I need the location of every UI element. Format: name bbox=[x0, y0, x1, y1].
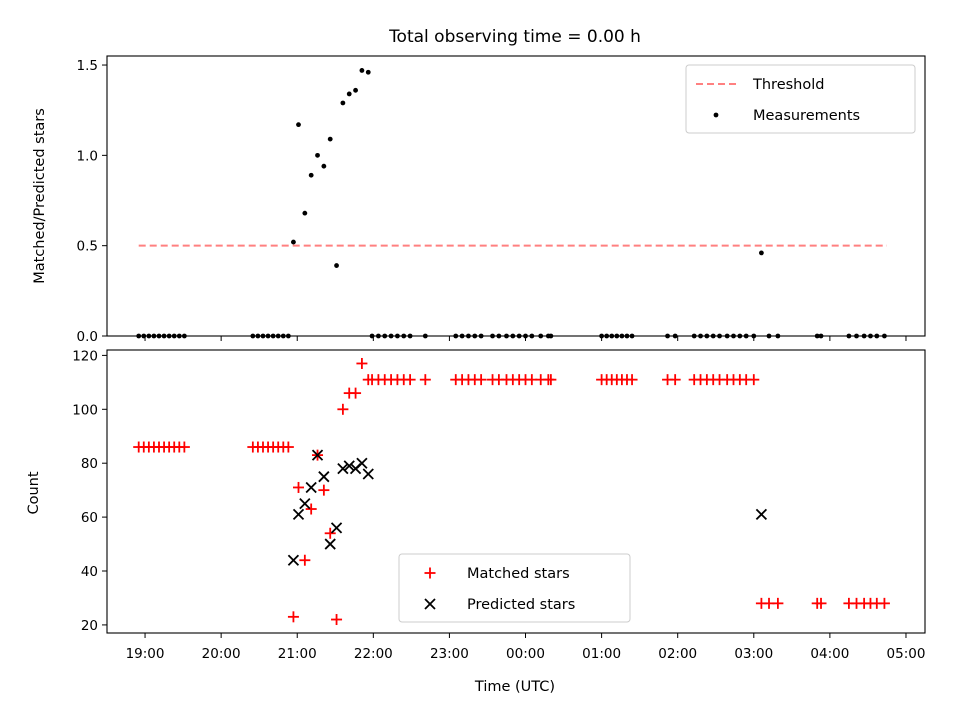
matched-star-point bbox=[331, 614, 343, 626]
count-x-tick-label: 05:00 bbox=[887, 646, 926, 662]
matched-star-point bbox=[324, 527, 336, 539]
count-x-tick-label: 03:00 bbox=[734, 646, 773, 662]
ratio-legend-box bbox=[685, 64, 916, 134]
matched-star-point bbox=[669, 374, 681, 386]
count-x-tick-label: 20:00 bbox=[202, 646, 241, 662]
measurement-point bbox=[315, 152, 320, 158]
predicted-star-point bbox=[318, 471, 330, 483]
count-y-tick-label: 80 bbox=[81, 456, 98, 472]
count-x-tick-label: 01:00 bbox=[582, 646, 621, 662]
ratio-legend: Threshold Measurements bbox=[685, 64, 916, 134]
legend-matched-label: Matched stars bbox=[467, 566, 570, 582]
ratio-y-tick-label: 1.0 bbox=[77, 148, 98, 164]
count-y-tick-label: 20 bbox=[81, 618, 98, 634]
predicted-star-point bbox=[292, 508, 305, 521]
ratio-y-tick-label: 1.5 bbox=[77, 58, 98, 74]
legend-measurements-label: Measurements bbox=[753, 108, 860, 124]
legend-threshold-label: Threshold bbox=[752, 77, 824, 93]
measurement-point bbox=[308, 172, 314, 178]
ratio-y-ticks: 0.0 0.5 1.0 1.5 bbox=[77, 58, 107, 345]
legend-predicted-label: Predicted stars bbox=[467, 597, 575, 613]
ratio-y-tick-label: 0.5 bbox=[77, 239, 98, 255]
measurement-point bbox=[327, 136, 333, 142]
count-x-tick-label: 21:00 bbox=[278, 646, 317, 662]
measurement-point bbox=[353, 87, 358, 93]
count-marks bbox=[133, 357, 890, 626]
predicted-star-point bbox=[299, 497, 311, 510]
predicted-star-point bbox=[356, 457, 368, 469]
measurement-point bbox=[346, 91, 352, 97]
ratio-axes-frame bbox=[106, 55, 926, 337]
predicted-star-point bbox=[311, 449, 324, 461]
legend-measurements-swatch bbox=[713, 112, 719, 118]
count-y-axis-label: Count bbox=[26, 471, 42, 514]
measurement-point bbox=[340, 100, 346, 106]
measurement-point bbox=[365, 69, 371, 75]
legend-predicted-swatch bbox=[424, 598, 436, 610]
matched-star-point bbox=[545, 374, 557, 386]
legend-matched-swatch bbox=[424, 567, 436, 579]
measurement-point bbox=[296, 122, 301, 128]
count-panel: 20 40 60 80 100 120 19:00 20:00 21:00 22:00 23:00… bbox=[26, 348, 926, 695]
measurement-point bbox=[302, 210, 308, 216]
count-x-ticks: 19:00 20:00 21:00 22:00 23:00 00:00 01:00 02:00… bbox=[126, 633, 926, 662]
count-legend-box bbox=[398, 553, 631, 623]
ratio-y-tick-label: 0.0 bbox=[77, 329, 98, 345]
predicted-star-point bbox=[343, 460, 355, 472]
legend-matched-marker bbox=[424, 567, 436, 579]
matched-star-point bbox=[337, 403, 349, 415]
matched-star-point bbox=[404, 374, 416, 386]
predicted-star-point bbox=[362, 468, 374, 480]
ratio-y-axis-label: Matched/Predicted stars bbox=[32, 108, 48, 284]
count-x-tick-label: 19:00 bbox=[126, 646, 165, 662]
matched-star-point bbox=[626, 374, 638, 386]
measurement-point bbox=[359, 68, 365, 73]
matched-star-point bbox=[305, 503, 317, 515]
matched-star-point bbox=[815, 597, 827, 609]
measurement-point bbox=[759, 250, 764, 256]
chart-title: Total observing time = 0.00 h bbox=[388, 27, 641, 47]
matched-star-point bbox=[287, 611, 299, 623]
matched-star-point bbox=[748, 374, 760, 386]
predicted-star-point bbox=[305, 481, 317, 494]
measurement-point bbox=[291, 239, 296, 245]
legend-predicted-marker bbox=[424, 598, 436, 610]
matched-star-point bbox=[475, 374, 487, 386]
count-x-tick-label: 23:00 bbox=[430, 646, 469, 662]
count-y-tick-label: 60 bbox=[81, 510, 98, 526]
matched-star-point bbox=[293, 481, 305, 493]
count-y-tick-label: 120 bbox=[72, 348, 98, 364]
count-x-tick-label: 04:00 bbox=[810, 646, 849, 662]
matched-star-point bbox=[419, 374, 431, 386]
predicted-star-point bbox=[324, 538, 336, 550]
predicted-star-point bbox=[755, 508, 768, 521]
count-x-tick-label: 22:00 bbox=[354, 646, 393, 662]
ratio-marks bbox=[136, 68, 887, 339]
predicted-star-point bbox=[330, 522, 343, 534]
matched-star-point bbox=[350, 387, 362, 399]
matched-star-point bbox=[282, 441, 294, 453]
matched-star-point bbox=[318, 484, 330, 496]
ratio-x-ticks bbox=[144, 336, 907, 341]
measurement-point bbox=[321, 163, 327, 169]
ratio-panel: 0.0 0.5 1.0 1.5 Matched/Predicted stars Thr… bbox=[32, 55, 926, 345]
predicted-star-point bbox=[287, 554, 300, 566]
matched-star-point bbox=[356, 357, 368, 369]
count-y-ticks: 20 40 60 80 100 120 bbox=[72, 348, 107, 634]
matched-star-point bbox=[299, 554, 311, 566]
count-x-tick-label: 02:00 bbox=[658, 646, 697, 662]
x-axis-label: Time (UTC) bbox=[474, 679, 555, 695]
count-y-tick-label: 40 bbox=[81, 564, 98, 580]
measurement-point bbox=[334, 263, 339, 268]
count-legend: Matched stars Predicted stars bbox=[398, 553, 631, 623]
count-y-tick-label: 100 bbox=[72, 402, 98, 418]
count-axes-frame bbox=[106, 349, 926, 634]
matched-star-point bbox=[878, 597, 890, 609]
predicted-star-point bbox=[337, 462, 349, 475]
count-x-tick-label: 00:00 bbox=[506, 646, 545, 662]
matched-star-point bbox=[772, 597, 784, 609]
matched-star-point bbox=[178, 441, 190, 453]
